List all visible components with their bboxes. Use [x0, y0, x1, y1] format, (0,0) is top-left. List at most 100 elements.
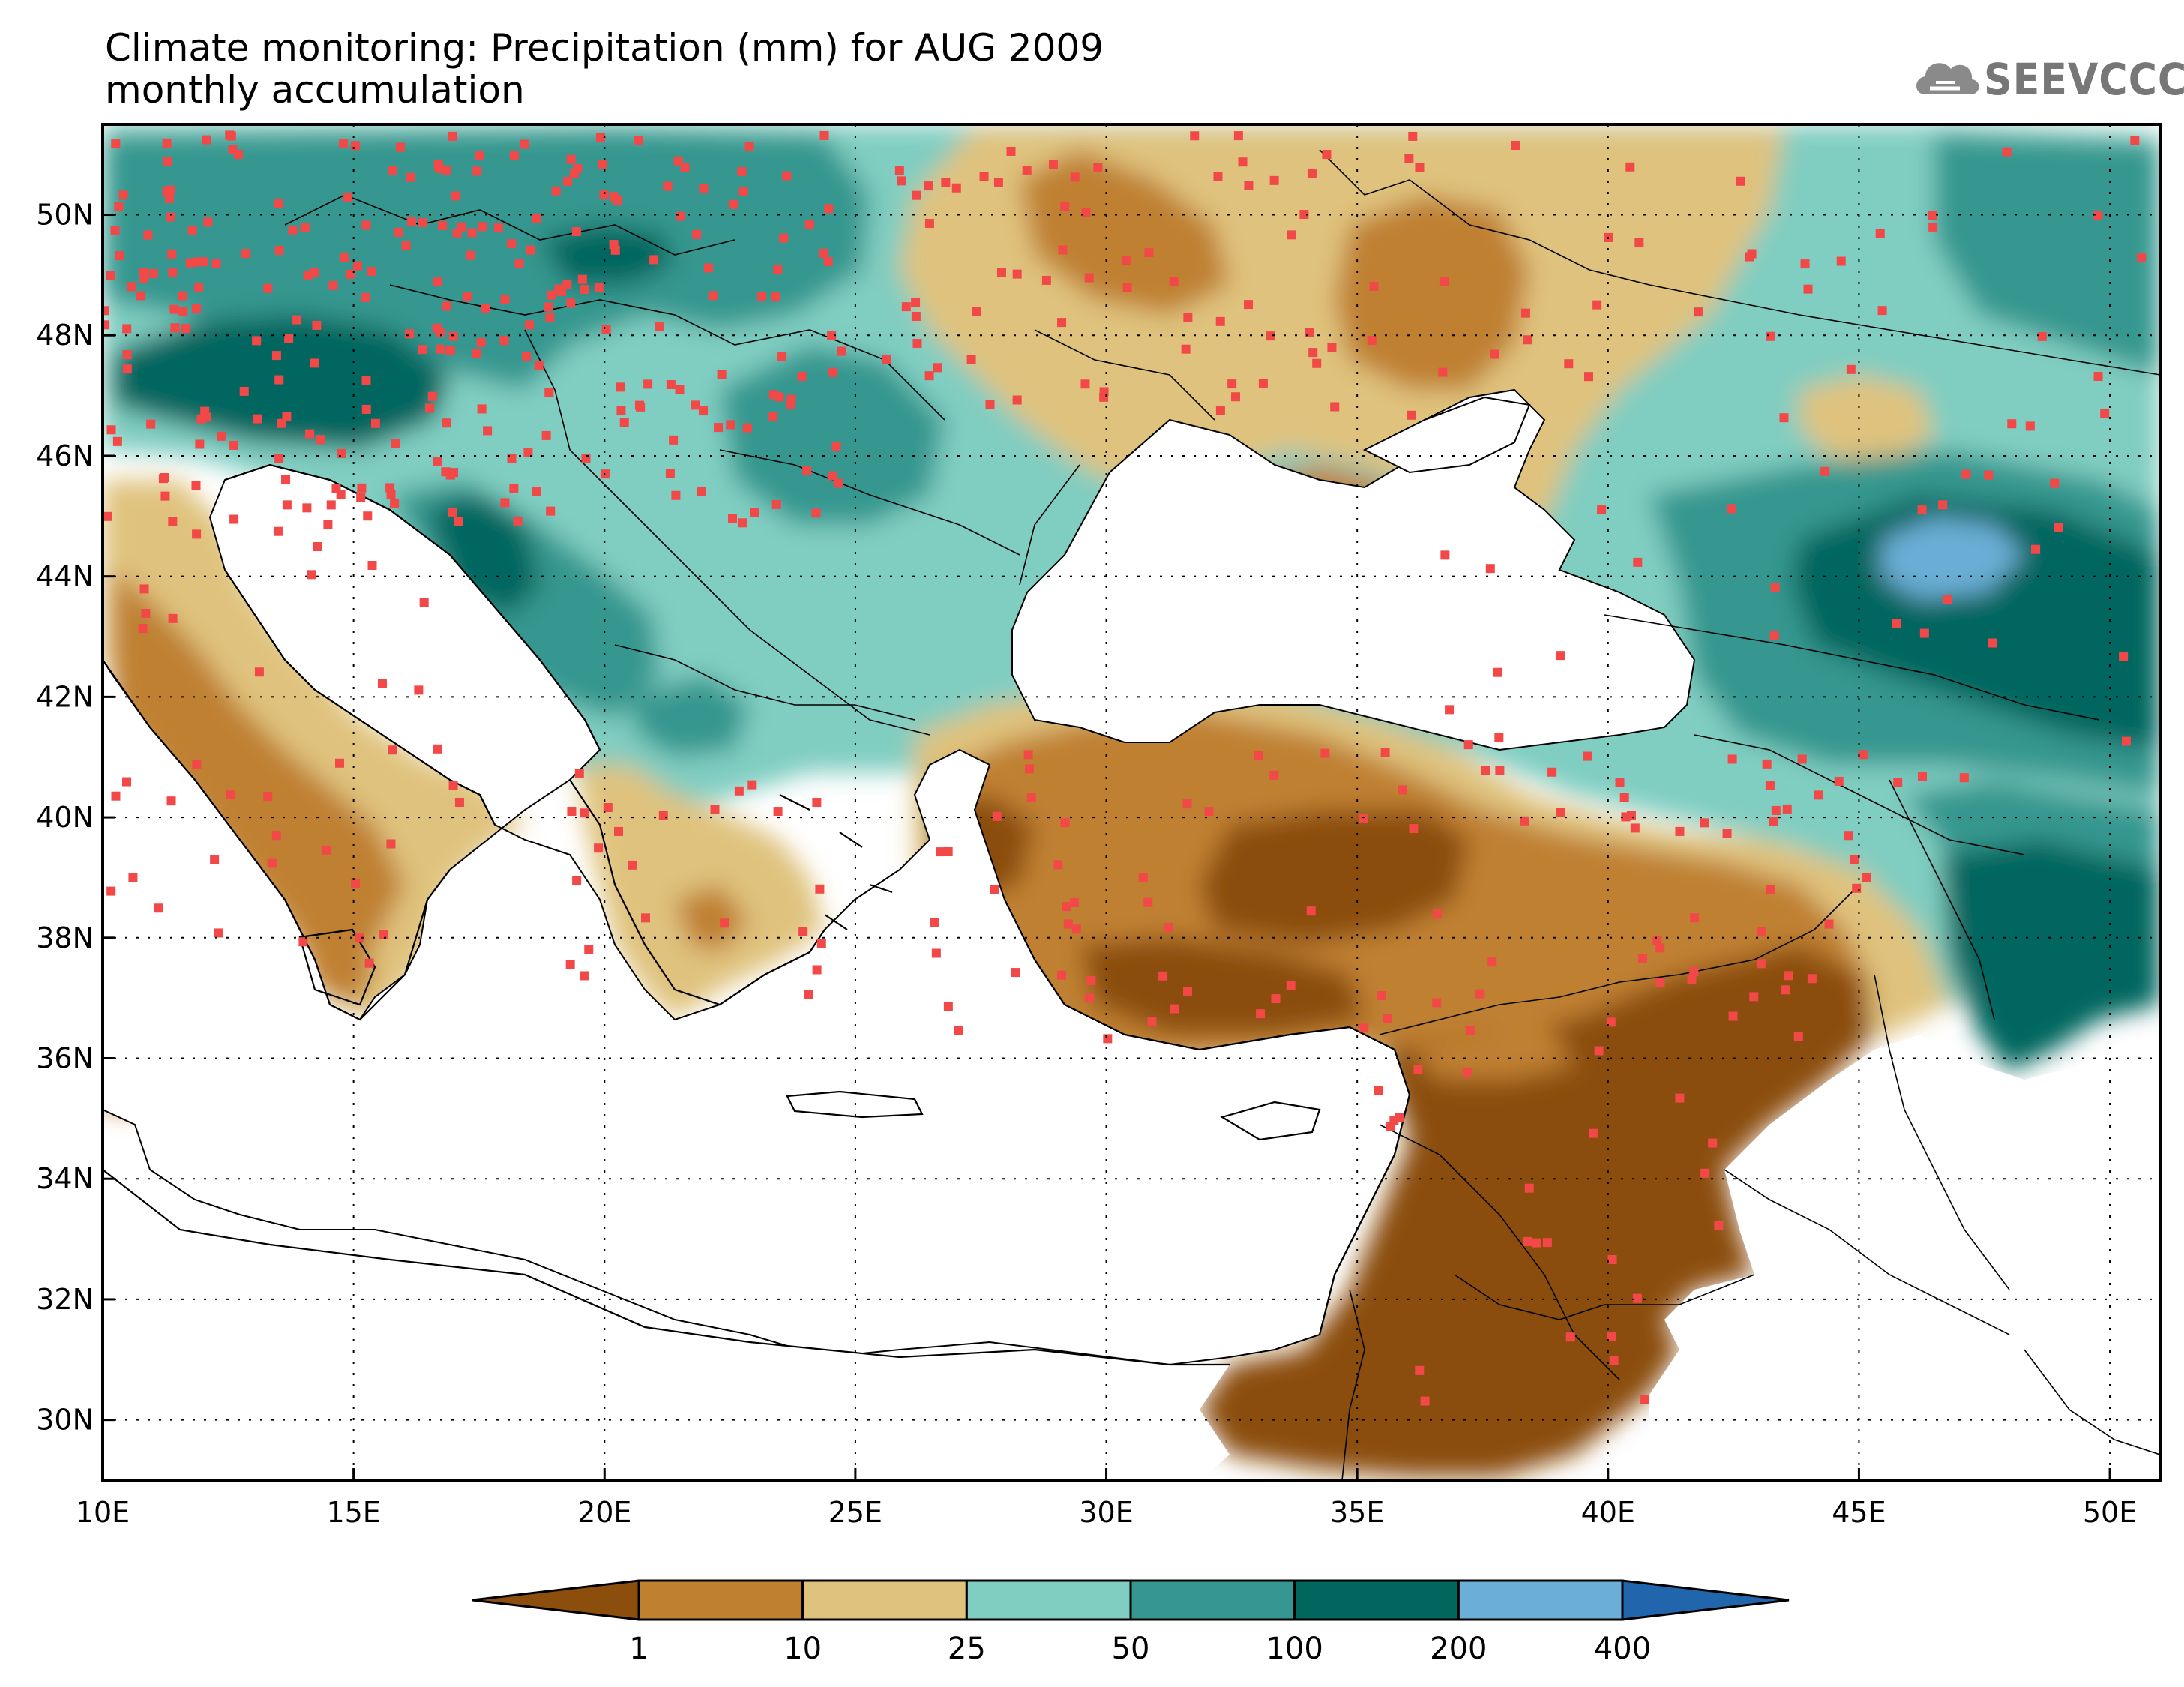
station-marker [663, 181, 673, 191]
station-marker [819, 248, 828, 258]
station-marker [1607, 1254, 1617, 1264]
station-marker [364, 958, 374, 968]
station-marker [442, 418, 451, 428]
station-marker [1383, 1014, 1392, 1023]
station-marker [1070, 172, 1080, 182]
station-marker [924, 371, 934, 381]
station-marker [1060, 202, 1070, 211]
station-marker [356, 493, 366, 502]
band-10-25-russia-east [1799, 375, 1934, 465]
station-marker [110, 226, 120, 235]
station-marker [567, 807, 577, 817]
station-marker [127, 282, 136, 292]
station-marker [1625, 162, 1635, 172]
colorbar-label: 1 [629, 1632, 648, 1666]
black-sea [1011, 388, 1696, 751]
station-marker [1063, 919, 1073, 929]
station-marker [1169, 277, 1179, 286]
station-marker [300, 223, 310, 232]
station-marker [1640, 1394, 1650, 1404]
station-marker [554, 284, 564, 294]
station-marker [2050, 478, 2060, 488]
station-marker [302, 503, 312, 513]
station-marker [1081, 207, 1091, 217]
station-marker [1803, 284, 1813, 294]
station-marker [1445, 705, 1455, 715]
station-marker [305, 429, 315, 439]
station-marker [454, 797, 464, 807]
station-marker [574, 769, 584, 778]
station-marker [1409, 824, 1419, 834]
station-marker [551, 186, 561, 196]
station-marker [643, 379, 653, 389]
station-marker [367, 267, 376, 277]
station-marker [310, 358, 319, 368]
station-marker [263, 792, 273, 802]
station-marker [1462, 1068, 1472, 1077]
station-marker [1398, 785, 1407, 795]
station-marker [1266, 331, 1275, 341]
station-marker [361, 292, 370, 302]
station-marker [993, 178, 1003, 187]
station-marker [729, 199, 738, 209]
station-marker [1215, 316, 1225, 326]
station-marker [111, 791, 121, 801]
station-marker [1182, 799, 1192, 809]
station-marker [1305, 328, 1314, 337]
station-marker [449, 468, 459, 478]
station-marker [1726, 504, 1736, 514]
station-marker [1583, 372, 1593, 382]
station-marker [649, 255, 659, 265]
station-marker [401, 241, 411, 250]
y-tick-label: 40N [36, 801, 94, 834]
station-marker [566, 154, 576, 164]
map-frame [101, 123, 2162, 1482]
station-marker [405, 329, 415, 339]
station-marker [1495, 766, 1505, 775]
station-marker [2093, 371, 2103, 381]
station-marker [544, 302, 553, 312]
station-marker [1062, 902, 1071, 912]
station-marker [106, 886, 116, 896]
station-marker [1006, 146, 1016, 156]
station-marker [1485, 564, 1495, 574]
station-marker [312, 320, 322, 330]
station-marker [1481, 766, 1490, 775]
band-50-100-sofia [630, 675, 750, 757]
station-marker [388, 166, 397, 175]
station-marker [274, 454, 284, 463]
station-marker [1779, 413, 1789, 423]
aegean-islands [779, 794, 893, 930]
station-marker [370, 418, 380, 428]
station-marker [1511, 141, 1521, 151]
station-marker [747, 780, 757, 790]
station-marker [1988, 638, 1997, 648]
station-marker [779, 233, 789, 243]
station-marker [1918, 772, 1928, 781]
station-marker [1244, 181, 1254, 190]
station-marker [676, 211, 685, 221]
station-marker [580, 808, 589, 818]
station-marker [309, 268, 319, 277]
station-marker [1490, 349, 1499, 359]
station-marker [1850, 855, 1859, 864]
station-marker [474, 151, 484, 160]
station-marker [1782, 804, 1792, 814]
station-marker [1727, 754, 1737, 764]
station-marker [1243, 300, 1253, 310]
station-marker [1984, 470, 1994, 480]
levant-coast [1318, 1049, 1411, 1335]
station-marker [546, 506, 556, 516]
coastlines-borders [103, 149, 2160, 1480]
station-marker [226, 131, 236, 141]
station-marker [434, 163, 444, 173]
band-1-10-italy [112, 570, 405, 982]
station-marker [472, 349, 481, 358]
station-marker [160, 491, 170, 501]
station-marker [744, 142, 754, 151]
station-marker [385, 483, 395, 493]
station-marker [441, 467, 451, 477]
station-marker [827, 331, 837, 340]
station-marker [357, 483, 367, 493]
station-marker [619, 418, 629, 427]
